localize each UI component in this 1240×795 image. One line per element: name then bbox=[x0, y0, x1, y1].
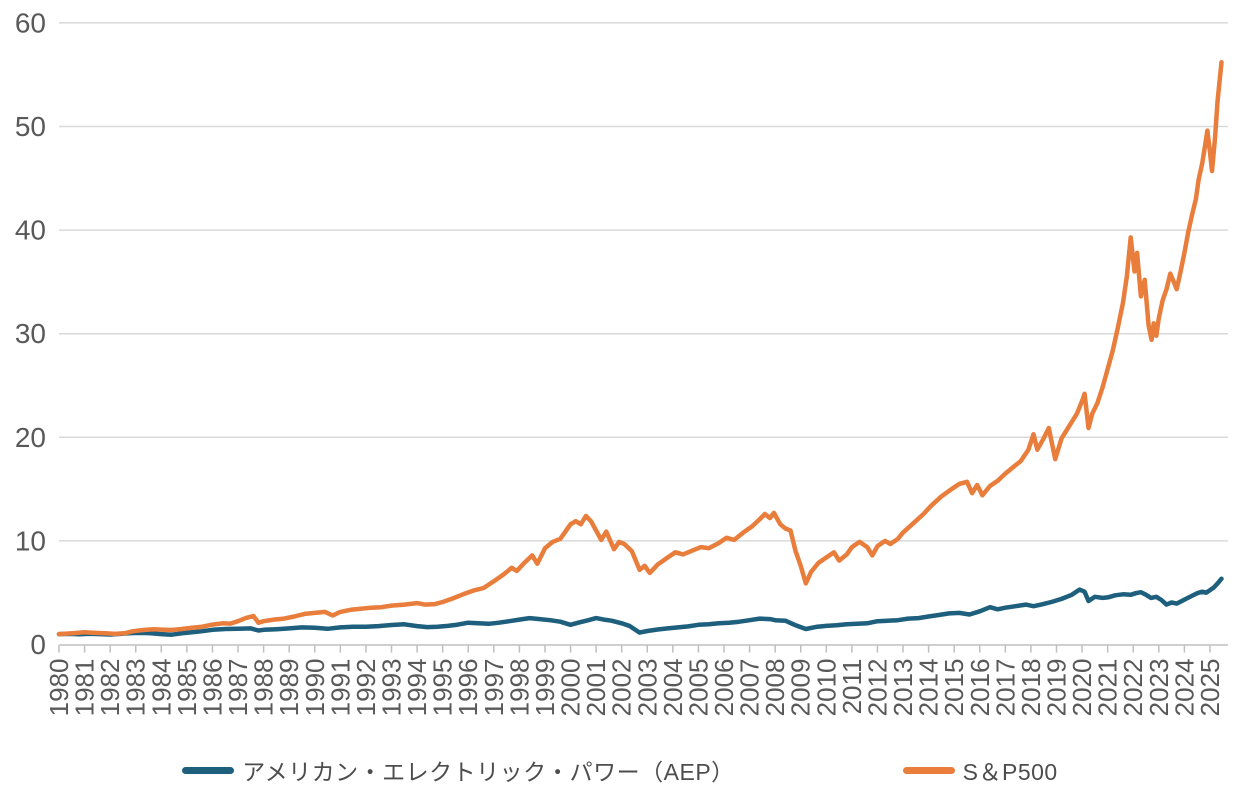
plot-area: 0102030405060198019811982198319841985198… bbox=[15, 7, 1228, 717]
x-axis-tick-label: 2007 bbox=[735, 659, 765, 717]
x-axis-tick-label: 1982 bbox=[95, 659, 125, 717]
x-axis-tick-label: 2013 bbox=[888, 659, 918, 717]
x-axis-tick-label: 2016 bbox=[965, 659, 995, 717]
x-axis-tick-label: 2002 bbox=[607, 659, 637, 717]
x-axis-tick-label: 1997 bbox=[479, 659, 509, 717]
legend-item-aep: アメリカン・エレクトリック・パワー（AEP） bbox=[182, 753, 734, 787]
series-line-sp500 bbox=[56, 60, 1224, 637]
y-axis-tick-label: 30 bbox=[15, 318, 46, 349]
x-axis-tick-label: 2014 bbox=[914, 659, 944, 717]
x-axis-tick-label: 1983 bbox=[121, 659, 151, 717]
x-axis-tick-label: 1995 bbox=[428, 659, 458, 717]
x-axis-tick-label: 1998 bbox=[504, 659, 534, 717]
x-axis-tick-label: 2004 bbox=[658, 659, 688, 717]
x-axis-tick-label: 2010 bbox=[811, 659, 841, 717]
x-axis-tick-label: 2017 bbox=[990, 659, 1020, 717]
x-axis-tick-label: 1985 bbox=[172, 659, 202, 717]
x-axis-tick-label: 1987 bbox=[223, 659, 253, 717]
x-axis-tick-label: 2012 bbox=[862, 659, 892, 717]
x-axis-tick-label: 1991 bbox=[325, 659, 355, 717]
y-axis-tick-label: 10 bbox=[15, 525, 46, 556]
x-axis-tick-label: 2024 bbox=[1169, 659, 1199, 717]
x-axis-tick-label: 2003 bbox=[632, 659, 662, 717]
x-axis-tick-label: 1988 bbox=[249, 659, 279, 717]
x-axis-tick-label: 2001 bbox=[581, 659, 611, 717]
x-axis-tick-label: 2019 bbox=[1042, 659, 1072, 717]
x-axis-tick-label: 1996 bbox=[453, 659, 483, 717]
x-axis-tick-label: 2022 bbox=[1118, 659, 1148, 717]
legend-label-sp500: S＆P500 bbox=[962, 759, 1058, 785]
x-axis-tick-label: 2006 bbox=[709, 659, 739, 717]
x-axis-tick-label: 2015 bbox=[939, 659, 969, 717]
x-axis-tick-label: 2008 bbox=[760, 659, 790, 717]
y-axis-tick-label: 0 bbox=[30, 629, 46, 660]
x-axis-tick-label: 2018 bbox=[1016, 659, 1046, 717]
x-axis-tick-label: 2005 bbox=[683, 659, 713, 717]
legend-swatch-aep-icon bbox=[182, 766, 235, 774]
x-axis-tick-label: 1984 bbox=[146, 659, 176, 717]
legend-swatch-sp500-icon bbox=[902, 766, 955, 774]
legend-label-aep: アメリカン・エレクトリック・パワー（AEP） bbox=[242, 759, 735, 785]
x-axis-tick-label: 1980 bbox=[44, 659, 74, 717]
y-axis-tick-label: 50 bbox=[15, 111, 46, 142]
y-axis-tick-label: 40 bbox=[15, 215, 46, 246]
x-axis-tick-label: 2020 bbox=[1067, 659, 1097, 717]
x-axis-tick-label: 1989 bbox=[274, 659, 304, 717]
x-axis-tick-label: 1981 bbox=[70, 659, 100, 717]
x-axis-tick-label: 2021 bbox=[1093, 659, 1123, 717]
x-axis-tick-label: 1999 bbox=[530, 659, 560, 717]
series-line-aep bbox=[56, 576, 1224, 637]
chart-legend: アメリカン・エレクトリック・パワー（AEP） S＆P500 bbox=[0, 748, 1240, 792]
x-axis-tick-label: 2023 bbox=[1144, 659, 1174, 717]
x-axis-tick-label: 1992 bbox=[351, 659, 381, 717]
x-axis-tick-label: 2011 bbox=[837, 659, 867, 715]
x-axis-tick-label: 2025 bbox=[1195, 659, 1225, 717]
y-axis-tick-label: 20 bbox=[15, 422, 46, 453]
x-axis-tick-label: 2009 bbox=[786, 659, 816, 717]
x-axis-tick-label: 1993 bbox=[377, 659, 407, 717]
x-axis-tick-label: 1990 bbox=[300, 659, 330, 717]
y-axis-tick-label: 60 bbox=[15, 7, 46, 38]
x-axis-tick-label: 1994 bbox=[402, 659, 432, 717]
x-axis-tick-label: 1986 bbox=[197, 659, 227, 717]
x-axis-tick-label: 2000 bbox=[556, 659, 586, 717]
legend-item-sp500: S＆P500 bbox=[902, 753, 1058, 787]
